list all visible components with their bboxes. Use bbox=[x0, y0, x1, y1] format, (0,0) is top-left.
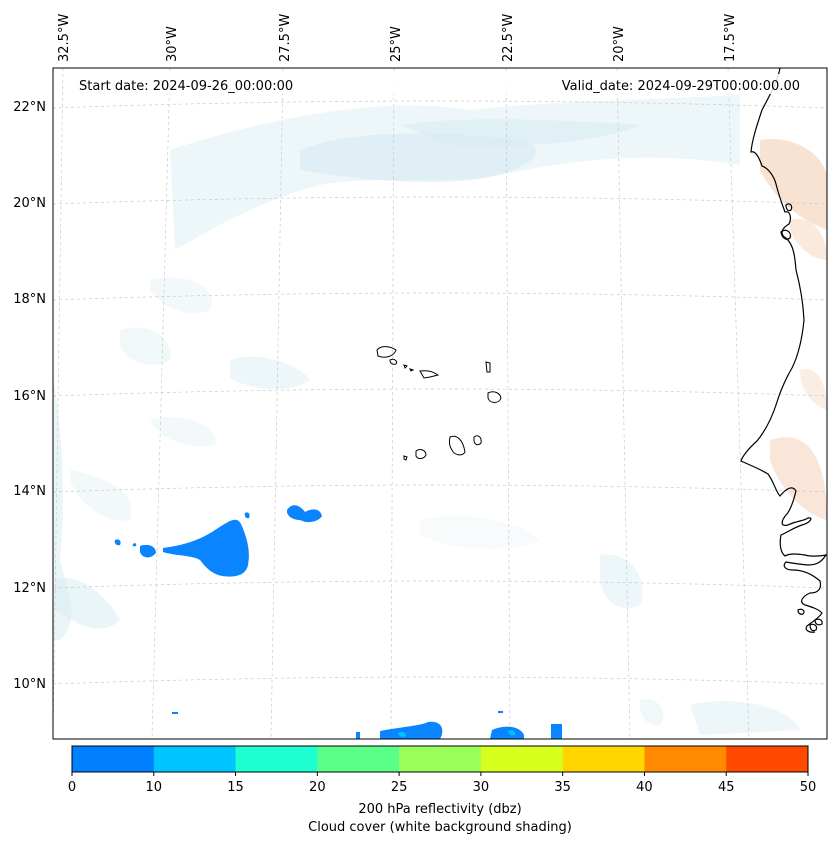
colorbar-swatch bbox=[644, 746, 727, 772]
longitude-labels: 32.5°W 30°W 27.5°W 25°W 22.5°W 20°W 17.5… bbox=[57, 14, 738, 62]
colorbar-swatch bbox=[399, 746, 482, 772]
lon-label: 32.5°W bbox=[57, 14, 72, 62]
african-coastline bbox=[740, 68, 827, 633]
cape-verde-islands bbox=[376, 346, 502, 461]
lon-label: 22.5°W bbox=[501, 14, 516, 62]
lon-label: 27.5°W bbox=[278, 14, 293, 62]
colorbar-tick-label: 10 bbox=[146, 780, 163, 795]
colorbar: 0 10 15 20 25 30 35 40 45 50 200 hPa reflectivity… bbox=[68, 745, 816, 835]
colorbar-swatch bbox=[562, 746, 645, 772]
colorbar-tick-label: 40 bbox=[636, 780, 653, 795]
lon-label: 30°W bbox=[165, 26, 180, 62]
start-date-label: Start date: 2024-09-26_00:00:00 bbox=[79, 79, 293, 94]
land-shading bbox=[760, 139, 827, 520]
latitude-labels: 22°N 20°N 18°N 16°N 14°N 12°N 10°N bbox=[13, 100, 46, 692]
colorbar-swatch bbox=[153, 746, 237, 772]
colorbar-tick-label: 25 bbox=[391, 780, 408, 795]
lat-label: 22°N bbox=[13, 100, 46, 115]
lat-label: 18°N bbox=[13, 292, 46, 307]
colorbar-swatch bbox=[726, 746, 809, 772]
colorbar-tick-label: 50 bbox=[800, 780, 817, 795]
colorbar-frame bbox=[71, 745, 809, 773]
lon-label: 20°W bbox=[612, 26, 627, 62]
cloud-cover-shading bbox=[53, 95, 800, 735]
colorbar-label: 200 hPa reflectivity (dbz) bbox=[358, 802, 521, 817]
colorbar-tick-label: 30 bbox=[473, 780, 490, 795]
gridlines bbox=[53, 68, 827, 739]
colorbar-swatch bbox=[235, 746, 318, 772]
colorbar-swatch bbox=[480, 746, 564, 772]
reflectivity-echoes bbox=[114, 505, 562, 739]
map-panel: Start date: 2024-09-26_00:00:00 Valid_da… bbox=[13, 14, 828, 740]
lon-label: 17.5°W bbox=[723, 14, 738, 62]
colorbar-swatch bbox=[72, 746, 155, 772]
map-frame bbox=[52, 67, 828, 740]
lon-label: 25°W bbox=[389, 26, 404, 62]
lat-label: 10°N bbox=[13, 677, 46, 692]
lat-label: 16°N bbox=[13, 389, 46, 404]
colorbar-tick-label: 15 bbox=[227, 780, 244, 795]
colorbar-swatches bbox=[72, 746, 809, 772]
colorbar-tick-label: 0 bbox=[68, 780, 76, 795]
valid-date-label: Valid_date: 2024-09-29T00:00:00.00 bbox=[562, 79, 800, 94]
colorbar-swatch bbox=[317, 746, 400, 772]
lat-label: 12°N bbox=[13, 581, 46, 596]
reflectivity-echoes-stronger bbox=[398, 730, 516, 737]
colorbar-tick-label: 20 bbox=[309, 780, 326, 795]
colorbar-tick-label: 45 bbox=[718, 780, 735, 795]
colorbar-ticks: 0 10 15 20 25 30 35 40 45 50 bbox=[68, 772, 816, 795]
colorbar-tick-label: 35 bbox=[554, 780, 571, 795]
lat-label: 14°N bbox=[13, 484, 46, 499]
colorbar-sublabel: Cloud cover (white background shading) bbox=[308, 820, 572, 835]
lat-label: 20°N bbox=[13, 196, 46, 211]
